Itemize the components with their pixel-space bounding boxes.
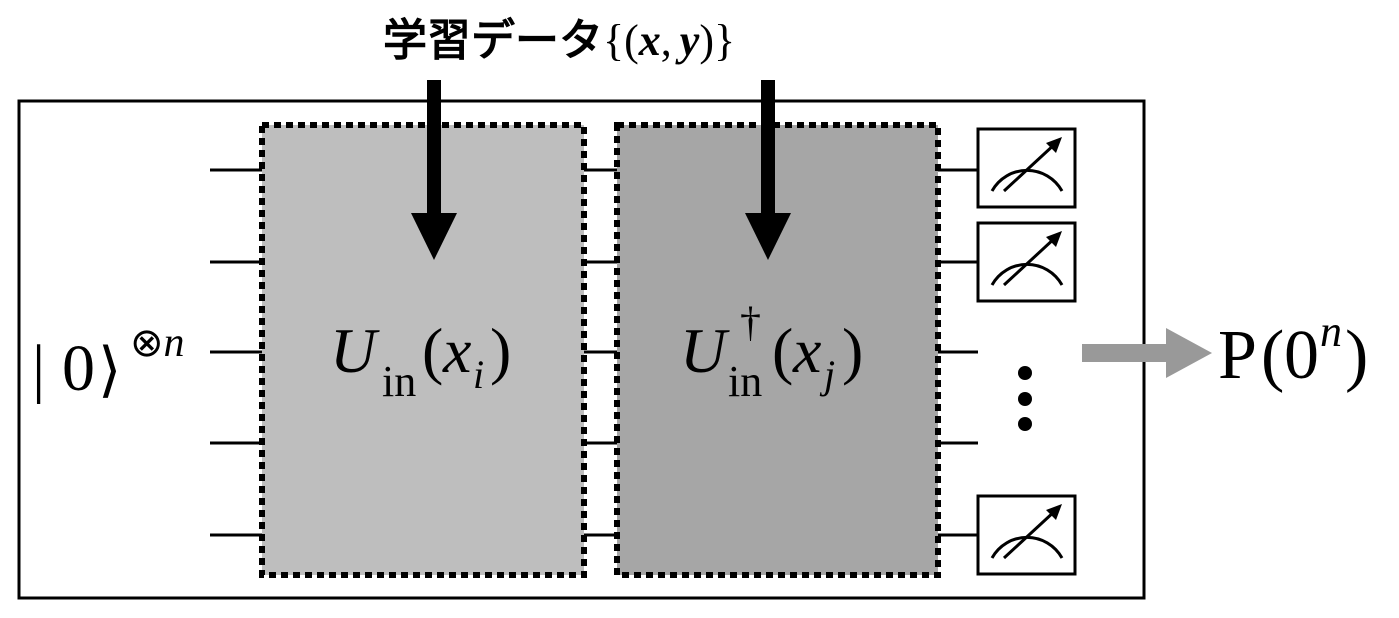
vertical-ellipsis-icon: [1018, 366, 1032, 431]
output-arrow-icon: [1082, 328, 1212, 378]
input-state-label: | 0⟩ ⊗n: [32, 320, 185, 405]
training-data-label: 学習データ: [383, 15, 603, 66]
gate2-sub-in: in: [728, 357, 762, 406]
tensor-power-n: n: [164, 320, 185, 366]
title-comma: ,: [661, 16, 672, 65]
title-paren-open: (: [624, 16, 639, 65]
gate2-dagger: †: [740, 300, 761, 346]
title-brace-close: }: [714, 16, 735, 65]
gate2-paren-close: ): [842, 315, 863, 386]
encoding-gate: [259, 122, 587, 578]
inverse-encoding-gate: [614, 122, 941, 578]
gate2-U: U: [680, 315, 730, 386]
gate1-paren-open: (: [422, 315, 443, 386]
data-arrow-gate2: [745, 80, 791, 260]
output-wires: [938, 168, 978, 537]
gate1-U: U: [330, 315, 380, 386]
title-var-x: x: [638, 16, 661, 65]
gate2-paren-open: (: [772, 315, 793, 386]
output-probability-label: P(0n): [1218, 307, 1368, 394]
input-wires: [210, 168, 262, 537]
ket-bar: |: [32, 332, 45, 405]
gate2-index-j: j: [819, 352, 835, 397]
measurement-meter-icon: [976, 494, 1077, 576]
output-zero: 0: [1284, 317, 1319, 394]
title-var-y: y: [675, 16, 700, 65]
gate1-paren-close: ): [490, 315, 511, 386]
training-data-title: 学習データ{(x, y)}: [383, 15, 735, 66]
measurement-meter-icon: [976, 221, 1077, 303]
title-paren-close: ): [699, 16, 714, 65]
output-P: P: [1218, 317, 1257, 394]
middle-wires: [584, 168, 617, 537]
tensor-icon: ⊗: [130, 320, 164, 366]
ket-angle: ⟩: [98, 335, 121, 405]
ket-zero: 0: [62, 332, 95, 405]
output-power-n: n: [1320, 307, 1342, 356]
measurement-meter-icon: [976, 127, 1077, 209]
gate1-sub-in: in: [382, 357, 416, 406]
gate2-x: x: [792, 315, 821, 386]
output-paren-close: ): [1345, 317, 1368, 394]
gate1-index-i: i: [473, 352, 484, 397]
data-arrow-gate1: [411, 80, 457, 260]
output-paren-open: (: [1261, 317, 1284, 394]
inverse-gate-label: U † in (xj): [680, 300, 863, 406]
gate1-x: x: [442, 315, 471, 386]
title-brace-open: {: [603, 16, 624, 65]
